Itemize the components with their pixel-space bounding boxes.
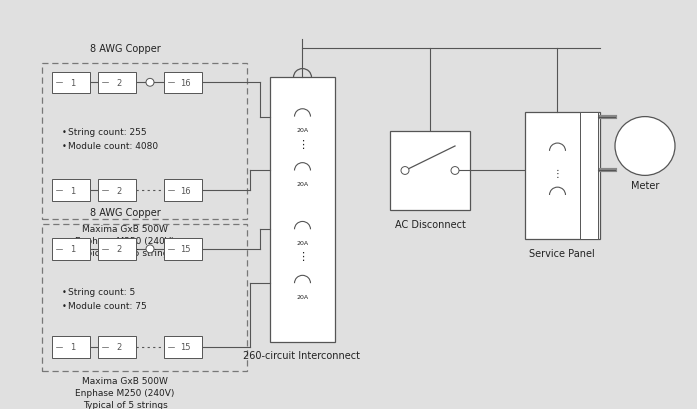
Text: •: •	[62, 301, 67, 310]
Text: Maxima GxB 500W: Maxima GxB 500W	[82, 225, 168, 234]
Text: Service Panel: Service Panel	[529, 248, 595, 258]
Text: •: •	[62, 142, 67, 151]
Text: Maxima GxB 500W: Maxima GxB 500W	[82, 376, 168, 385]
Polygon shape	[98, 238, 136, 260]
Text: 2: 2	[116, 186, 121, 195]
Polygon shape	[52, 72, 90, 94]
Text: Typical of 5 strings: Typical of 5 strings	[83, 400, 167, 409]
Text: 8 AWG Copper: 8 AWG Copper	[90, 207, 160, 217]
Text: AC Disconnect: AC Disconnect	[395, 219, 466, 229]
Text: •: •	[62, 287, 67, 296]
Text: 20A: 20A	[296, 294, 309, 299]
Circle shape	[615, 117, 675, 176]
Polygon shape	[52, 180, 90, 201]
Text: 15: 15	[180, 342, 190, 351]
Bar	[270, 78, 335, 342]
Text: 20A: 20A	[296, 240, 309, 245]
Bar	[580, 112, 598, 240]
Text: Enphase M250 (240V): Enphase M250 (240V)	[75, 388, 175, 397]
Circle shape	[146, 245, 154, 253]
Bar	[390, 132, 470, 210]
Text: 20A: 20A	[296, 182, 309, 187]
Polygon shape	[164, 72, 202, 94]
Circle shape	[451, 167, 459, 175]
Text: ⋮: ⋮	[297, 139, 308, 149]
Text: Enphase M250 (240V): Enphase M250 (240V)	[75, 236, 175, 245]
Text: 8 AWG Copper: 8 AWG Copper	[90, 44, 160, 54]
Circle shape	[401, 167, 409, 175]
Text: Module count: 4080: Module count: 4080	[68, 142, 158, 151]
Text: 1: 1	[70, 245, 76, 254]
Polygon shape	[164, 336, 202, 358]
Text: 20A: 20A	[296, 128, 309, 133]
Text: Module count: 75: Module count: 75	[68, 301, 147, 310]
Text: ⋮: ⋮	[297, 252, 308, 262]
Bar	[525, 112, 600, 240]
Text: String count: 255: String count: 255	[68, 128, 146, 137]
Polygon shape	[164, 238, 202, 260]
Circle shape	[146, 79, 154, 87]
Polygon shape	[52, 336, 90, 358]
Text: 1: 1	[70, 79, 76, 88]
Bar	[42, 225, 247, 371]
Polygon shape	[98, 180, 136, 201]
Text: ⋮: ⋮	[553, 169, 562, 178]
Polygon shape	[98, 72, 136, 94]
Text: 2: 2	[116, 79, 121, 88]
Text: 1: 1	[70, 186, 76, 195]
Text: 16: 16	[180, 79, 190, 88]
Text: 1: 1	[70, 342, 76, 351]
Polygon shape	[52, 238, 90, 260]
Text: 2: 2	[116, 245, 121, 254]
Polygon shape	[98, 336, 136, 358]
Text: 2: 2	[116, 342, 121, 351]
Text: 260-circuit Interconnect: 260-circuit Interconnect	[243, 350, 360, 360]
Text: String count: 5: String count: 5	[68, 287, 135, 296]
Text: 15: 15	[180, 245, 190, 254]
Text: Meter: Meter	[631, 181, 659, 191]
Bar	[42, 63, 247, 220]
Text: 16: 16	[180, 186, 190, 195]
Text: •: •	[62, 128, 67, 137]
Polygon shape	[164, 180, 202, 201]
Text: Typical of 255 strings: Typical of 255 strings	[77, 248, 173, 257]
